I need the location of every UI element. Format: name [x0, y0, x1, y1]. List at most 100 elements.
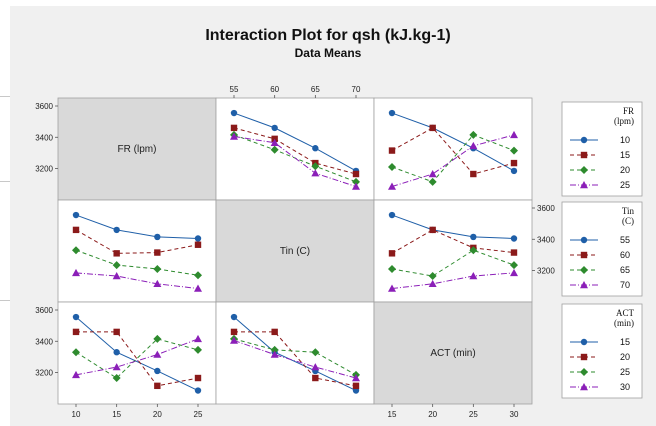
x-tick-label: 15 — [388, 410, 397, 419]
data-point — [194, 235, 202, 242]
data-point — [429, 226, 436, 234]
data-point — [113, 226, 120, 234]
data-point — [510, 167, 518, 175]
data-point — [388, 109, 396, 117]
data-point — [388, 284, 396, 292]
data-point — [112, 261, 121, 270]
legend-title: (lpm) — [614, 116, 634, 126]
data-point — [510, 159, 518, 167]
data-point — [311, 162, 320, 171]
legend-title: Tin — [622, 206, 635, 216]
legend-marker — [580, 181, 588, 189]
data-point — [230, 313, 238, 321]
y-tick-label: 3400 — [35, 337, 53, 346]
data-point — [388, 162, 396, 171]
data-point — [470, 233, 477, 241]
series-line — [391, 272, 515, 290]
panel-1-0 — [72, 211, 202, 292]
data-point — [154, 367, 161, 375]
legend-label: 10 — [620, 135, 630, 145]
legend-label: 15 — [620, 150, 630, 160]
data-point — [510, 268, 518, 277]
panel-cell-1-0 — [57, 199, 217, 303]
data-point — [230, 109, 238, 117]
data-point — [112, 374, 121, 383]
legend-label: 25 — [620, 180, 630, 190]
data-point — [388, 264, 396, 273]
data-point — [112, 363, 121, 371]
data-point — [429, 124, 436, 132]
legend-0: FR(lpm) 10 15 20 25 — [561, 101, 643, 197]
panel-cell-0-1 — [215, 97, 375, 201]
panel-2-1 — [230, 313, 360, 394]
series-line — [233, 112, 357, 172]
data-point — [194, 241, 202, 248]
data-point — [388, 182, 396, 190]
legend-label: 55 — [620, 235, 630, 245]
factor-label: ACT (min) — [430, 348, 475, 359]
data-point — [72, 268, 80, 277]
chart-frame: Interaction Plot for qsh (kJ.kg-1) Data … — [10, 6, 656, 426]
series-line — [391, 249, 515, 277]
y-tick-label: 3200 — [35, 369, 53, 378]
data-point — [271, 328, 278, 336]
legend-marker — [580, 136, 588, 144]
data-point — [510, 130, 518, 139]
panel-1-2 — [388, 211, 518, 292]
data-point — [72, 211, 80, 219]
series-line — [75, 214, 199, 239]
factor-label: FR (lpm) — [118, 144, 157, 155]
series-line — [233, 338, 357, 376]
panel-cell-2-0 — [57, 301, 217, 405]
legend-marker — [580, 368, 588, 376]
series-line — [391, 134, 515, 183]
legend-marker — [580, 266, 588, 274]
data-point — [469, 246, 478, 255]
data-point — [230, 328, 238, 336]
data-point — [230, 132, 238, 140]
data-point — [388, 147, 396, 154]
data-point — [113, 250, 120, 257]
factor-label: Tin (C) — [280, 246, 310, 257]
data-point — [153, 350, 162, 358]
data-point — [352, 382, 360, 390]
data-point — [311, 169, 320, 177]
legend-marker — [580, 353, 588, 361]
data-point — [428, 177, 437, 186]
data-point — [352, 182, 360, 190]
panel-cell-1-2 — [373, 199, 533, 303]
data-point — [388, 211, 396, 219]
interaction-plot: Interaction Plot for qsh (kJ.kg-1) Data … — [35, 27, 643, 419]
y-tick-label: 3200 — [537, 267, 555, 276]
data-point — [154, 382, 161, 390]
data-point — [154, 249, 161, 256]
series-line — [75, 272, 199, 290]
series-line — [75, 316, 199, 391]
panels-layer: FR (lpm) Tin (C) ACT (min) 3200 3400 3600 3200… — [35, 85, 555, 419]
page-top-strip — [0, 0, 656, 6]
legend-box — [561, 303, 643, 399]
data-point — [153, 279, 162, 288]
data-point — [352, 177, 360, 186]
x-tick-label: 60 — [270, 85, 279, 94]
data-point — [469, 272, 478, 280]
data-point — [230, 336, 238, 344]
data-point — [312, 145, 319, 152]
x-tick-label: 30 — [510, 410, 519, 419]
legend-marker — [580, 281, 588, 289]
legend-title: (C) — [622, 216, 634, 226]
legend-layer: FR(lpm) 10 15 20 25 Tin(C) 55 60 65 70 ACT(min) 15 2… — [561, 101, 643, 399]
data-point — [194, 334, 202, 343]
data-point — [352, 374, 360, 382]
legend-label: 25 — [620, 367, 630, 377]
data-point — [154, 233, 161, 241]
legend-marker — [580, 151, 588, 159]
data-point — [72, 370, 80, 379]
x-tick-label: 25 — [194, 410, 203, 419]
data-point — [469, 141, 478, 150]
x-tick-label: 15 — [112, 410, 121, 419]
data-point — [113, 328, 120, 336]
series-line — [391, 229, 515, 254]
legend-box — [561, 101, 643, 197]
data-point — [112, 272, 121, 280]
